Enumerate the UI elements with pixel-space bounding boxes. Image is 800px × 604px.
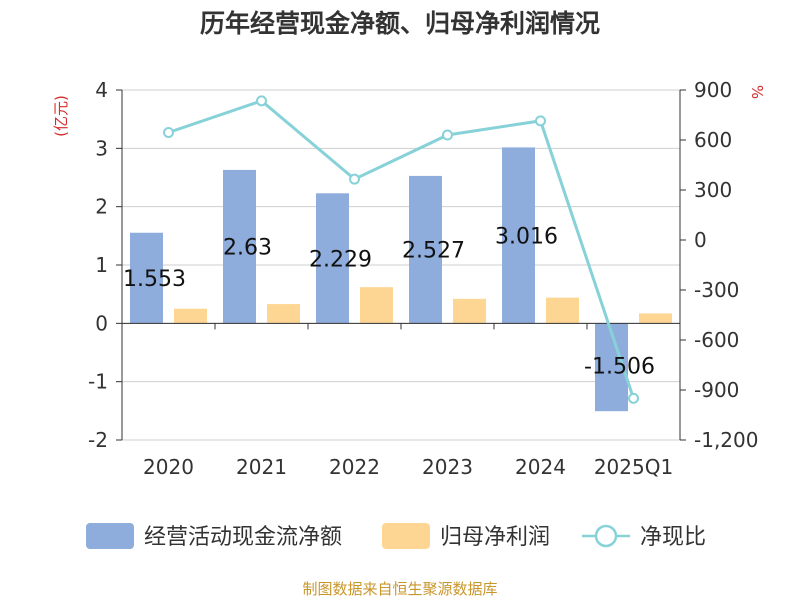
category-label: 2025Q1 — [594, 455, 673, 479]
ratio-line — [163, 95, 639, 404]
cashflow-data-label: 2.527 — [402, 239, 465, 264]
cashflow-bar — [223, 169, 256, 324]
chart-title: 历年经营现金净额、归母净利润情况 — [200, 9, 600, 38]
left-tick-label: 3 — [95, 136, 108, 160]
right-tick-label: -900 — [694, 378, 739, 402]
source-note: 制图数据来自恒生聚源数据库 — [302, 580, 497, 598]
right-tick-label: 300 — [694, 178, 732, 202]
left-tick-label: 4 — [95, 78, 108, 102]
data-labels: 1.553 2.63 2.229 2.527 3.016 -1.506 — [123, 224, 655, 379]
net-profit-bar — [453, 298, 486, 324]
cashflow-data-label: 3.016 — [495, 224, 558, 249]
cashflow-data-label: 2.229 — [309, 247, 372, 272]
net-profit-bar — [360, 287, 393, 324]
legend-swatch — [382, 523, 430, 549]
ratio-line-path — [168, 99, 635, 399]
cashflow-bar — [409, 175, 442, 324]
cashflow-data-label: -1.506 — [584, 354, 655, 379]
ratio-point — [628, 392, 639, 404]
net-profit-bar — [267, 304, 300, 324]
ratio-point — [256, 95, 267, 107]
category-label: 2020 — [143, 455, 194, 479]
left-axis-unit: (亿元) — [52, 95, 70, 137]
cashflow-bar — [316, 193, 349, 324]
legend-label: 经营活动现金流净额 — [144, 525, 342, 550]
left-tick-label: 2 — [95, 195, 108, 219]
cashflow-bar — [502, 147, 535, 324]
left-tick-label: -2 — [88, 428, 108, 452]
right-tick-label: 600 — [694, 128, 732, 152]
category-label: 2023 — [422, 455, 473, 479]
right-tick-label: -300 — [694, 278, 739, 302]
category-label: 2021 — [236, 455, 287, 479]
net-profit-bar — [174, 308, 207, 324]
ratio-point — [535, 115, 546, 127]
category-label: 2024 — [515, 455, 566, 479]
legend-label: 净现比 — [640, 525, 706, 550]
right-axis-unit: % — [748, 85, 766, 99]
cashflow-data-label: 2.63 — [223, 236, 272, 261]
right-tick-label: 900 — [694, 78, 732, 102]
cashflow-data-label: 1.553 — [123, 267, 186, 292]
right-tick-label: 0 — [694, 228, 707, 252]
net-profit-bar — [546, 297, 579, 324]
category-label: 2022 — [329, 455, 380, 479]
ratio-point — [442, 129, 453, 141]
legend: 经营活动现金流净额 归母净利润 净现比 — [86, 523, 706, 550]
left-tick-label: 0 — [95, 311, 108, 335]
axes: 4 3 2 1 0 -1 -2 900 600 300 0 -300 -600 -900 -1,200 202… — [88, 78, 758, 479]
left-tick-label: 1 — [95, 253, 108, 277]
right-tick-label: -600 — [694, 328, 739, 352]
legend-marker — [594, 524, 618, 548]
left-tick-label: -1 — [88, 370, 108, 394]
legend-swatch — [86, 523, 134, 549]
ratio-point — [349, 173, 360, 185]
ratio-point — [163, 127, 174, 138]
net-profit-bar — [639, 313, 672, 324]
legend-label: 归母净利润 — [440, 525, 550, 550]
cashflow-bar — [130, 232, 163, 324]
right-tick-label: -1,200 — [694, 428, 758, 452]
